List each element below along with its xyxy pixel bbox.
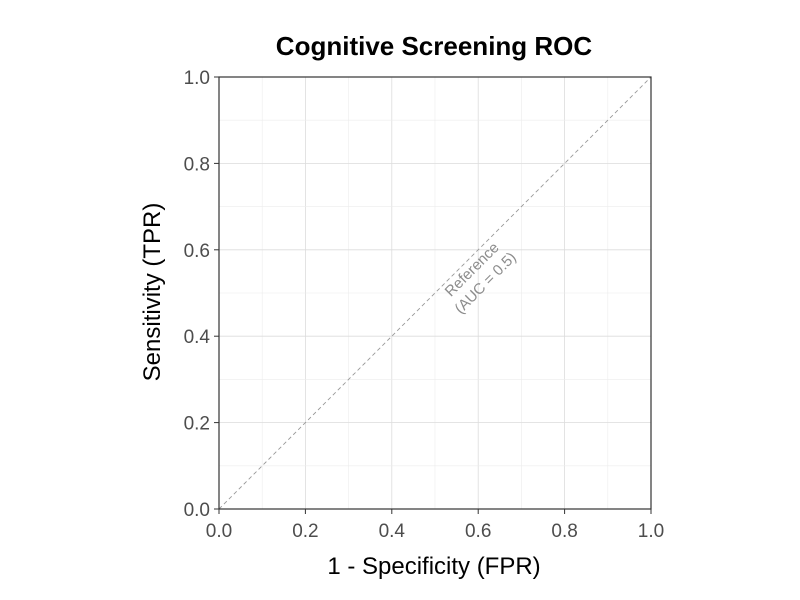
y-tick-label: 1.0 bbox=[184, 68, 210, 89]
x-tick-label: 0.4 bbox=[379, 521, 406, 542]
y-tick-label: 0.2 bbox=[184, 414, 210, 435]
reference-diagonal-line bbox=[218, 76, 652, 510]
x-tick-label: 0.6 bbox=[465, 521, 491, 542]
series-layer bbox=[218, 76, 652, 510]
y-tick-label: 0.4 bbox=[184, 327, 211, 348]
y-tick-label: 0.8 bbox=[184, 154, 210, 175]
x-tick-label: 1.0 bbox=[638, 521, 664, 542]
plot-border bbox=[218, 76, 652, 510]
x-tick-label: 0.2 bbox=[292, 521, 318, 542]
axis-ticks: 0.0 0.2 0.4 0.6 0.8 1.0 0.0 0.2 0.4 0.6 0.8 1.0 bbox=[184, 68, 665, 542]
y-tick-label: 0.6 bbox=[184, 241, 210, 262]
chart-title: Cognitive Screening ROC bbox=[276, 31, 593, 61]
y-axis-label: Sensitivity (TPR) bbox=[139, 203, 166, 382]
x-tick-label: 0.0 bbox=[206, 521, 232, 542]
x-tick-label: 0.8 bbox=[551, 521, 577, 542]
y-tick-label: 0.0 bbox=[184, 500, 210, 521]
x-axis-label: 1 - Specificity (FPR) bbox=[327, 553, 540, 580]
